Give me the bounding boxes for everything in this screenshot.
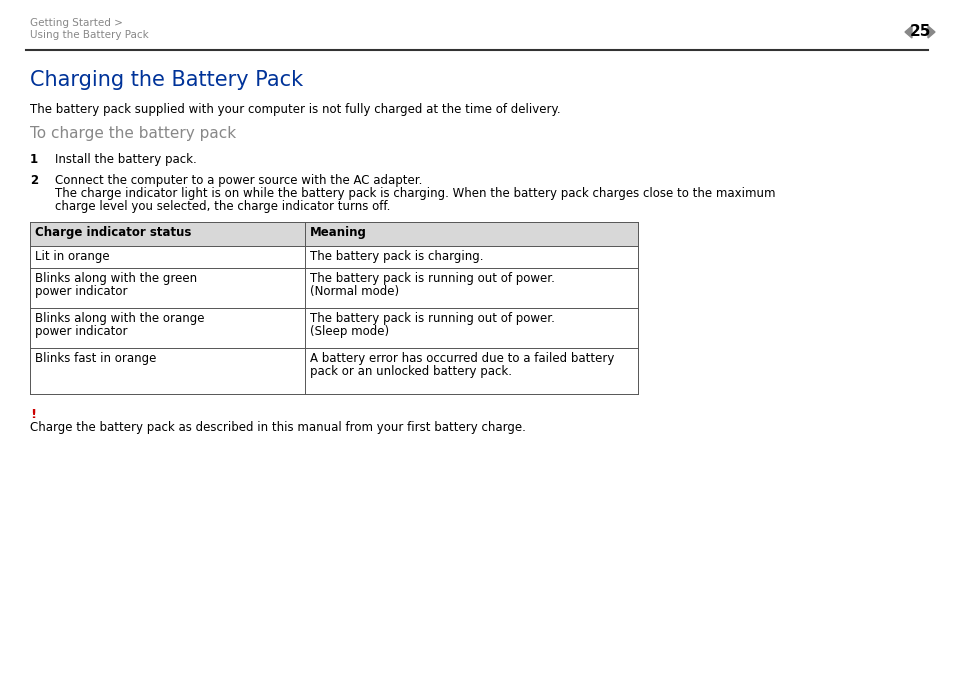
Text: (Sleep mode): (Sleep mode) <box>310 325 389 338</box>
Text: The battery pack is charging.: The battery pack is charging. <box>310 250 483 263</box>
Text: Connect the computer to a power source with the AC adapter.: Connect the computer to a power source w… <box>55 174 422 187</box>
Bar <box>30 246 638 268</box>
Text: Lit in orange: Lit in orange <box>35 250 110 263</box>
Text: To charge the battery pack: To charge the battery pack <box>30 126 236 141</box>
Text: charge level you selected, the charge indicator turns off.: charge level you selected, the charge in… <box>55 200 390 213</box>
Text: Getting Started >: Getting Started > <box>30 18 123 28</box>
Text: The battery pack is running out of power.: The battery pack is running out of power… <box>310 272 555 285</box>
Text: Blinks fast in orange: Blinks fast in orange <box>35 352 156 365</box>
Polygon shape <box>927 26 934 38</box>
Text: Blinks along with the green: Blinks along with the green <box>35 272 197 285</box>
Text: Blinks along with the orange: Blinks along with the orange <box>35 312 204 325</box>
Text: 2: 2 <box>30 174 38 187</box>
Text: Charging the Battery Pack: Charging the Battery Pack <box>30 70 303 90</box>
Polygon shape <box>904 26 911 38</box>
Bar <box>30 222 638 246</box>
Text: Charge the battery pack as described in this manual from your first battery char: Charge the battery pack as described in … <box>30 421 525 434</box>
Text: A battery error has occurred due to a failed battery: A battery error has occurred due to a fa… <box>310 352 614 365</box>
Text: Install the battery pack.: Install the battery pack. <box>55 153 196 166</box>
Text: power indicator: power indicator <box>35 325 128 338</box>
Text: 1: 1 <box>30 153 38 166</box>
Bar <box>30 308 638 348</box>
Text: Charge indicator status: Charge indicator status <box>35 226 192 239</box>
Text: !: ! <box>30 408 36 421</box>
Text: The charge indicator light is on while the battery pack is charging. When the ba: The charge indicator light is on while t… <box>55 187 775 200</box>
Text: 25: 25 <box>908 24 930 40</box>
Bar <box>30 268 638 308</box>
Text: (Normal mode): (Normal mode) <box>310 285 398 298</box>
Text: Meaning: Meaning <box>310 226 367 239</box>
Text: pack or an unlocked battery pack.: pack or an unlocked battery pack. <box>310 365 512 378</box>
Text: power indicator: power indicator <box>35 285 128 298</box>
Text: The battery pack is running out of power.: The battery pack is running out of power… <box>310 312 555 325</box>
Text: The battery pack supplied with your computer is not fully charged at the time of: The battery pack supplied with your comp… <box>30 103 560 116</box>
Text: Using the Battery Pack: Using the Battery Pack <box>30 30 149 40</box>
Bar <box>30 348 638 394</box>
